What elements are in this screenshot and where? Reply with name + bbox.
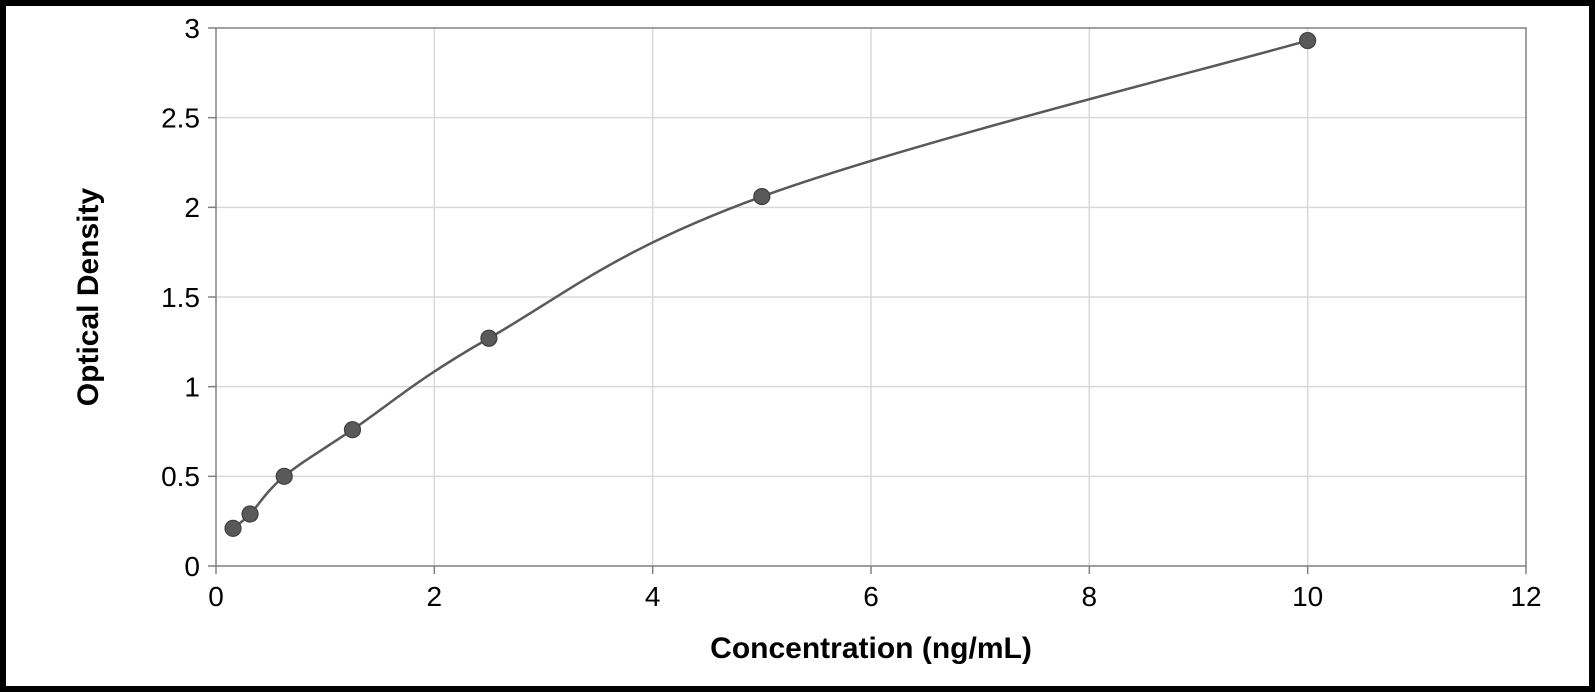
x-tick-label: 0 xyxy=(208,581,224,612)
chart-container: 0 2 4 6 8 10 12 0 0.5 1 1.5 2 2.5 3 Concentration (ng/… xyxy=(66,16,1549,666)
x-tick-label: 12 xyxy=(1510,581,1541,612)
y-tick-label: 1.5 xyxy=(161,282,200,313)
y-tick-label: 2.5 xyxy=(161,102,200,133)
data-point xyxy=(481,330,497,346)
data-point xyxy=(1300,33,1316,49)
y-tick-label: 1 xyxy=(184,371,200,402)
data-point xyxy=(754,189,770,205)
x-tick-label: 4 xyxy=(645,581,661,612)
x-tick-label: 6 xyxy=(863,581,879,612)
data-point xyxy=(344,422,360,438)
data-point xyxy=(276,468,292,484)
chart-svg: 0 2 4 6 8 10 12 0 0.5 1 1.5 2 2.5 3 Concentration (ng/… xyxy=(66,16,1556,676)
chart-frame: 0 2 4 6 8 10 12 0 0.5 1 1.5 2 2.5 3 Concentration (ng/… xyxy=(0,0,1595,692)
x-axis-label: Concentration (ng/mL) xyxy=(710,632,1032,665)
x-tick-label: 10 xyxy=(1292,581,1323,612)
data-point xyxy=(225,520,241,536)
data-point xyxy=(242,506,258,522)
y-tick-label: 2 xyxy=(184,192,200,223)
y-tick-label: 3 xyxy=(184,16,200,44)
y-axis-label: Optical Density xyxy=(72,187,105,406)
y-tick-label: 0.5 xyxy=(161,461,200,492)
x-tick-label: 8 xyxy=(1082,581,1098,612)
y-tick-label: 0 xyxy=(184,551,200,582)
x-tick-label: 2 xyxy=(427,581,443,612)
